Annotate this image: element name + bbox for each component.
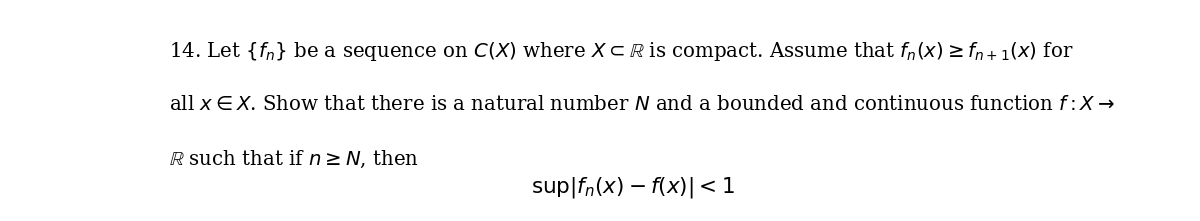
Text: 14. Let $\{f_n\}$ be a sequence on $C(X)$ where $X \subset \mathbb{R}$ is compac: 14. Let $\{f_n\}$ be a sequence on $C(X)… xyxy=(168,40,1073,63)
Text: $\mathrm{sup}|f_n(x) - f(x)| < 1$: $\mathrm{sup}|f_n(x) - f(x)| < 1$ xyxy=(532,175,734,200)
Text: all $x \in X$. Show that there is a natural number $N$ and a bounded and continu: all $x \in X$. Show that there is a natu… xyxy=(168,95,1115,114)
Text: $\mathbb{R}$ such that if $n \geq N$, then: $\mathbb{R}$ such that if $n \geq N$, th… xyxy=(168,149,419,170)
